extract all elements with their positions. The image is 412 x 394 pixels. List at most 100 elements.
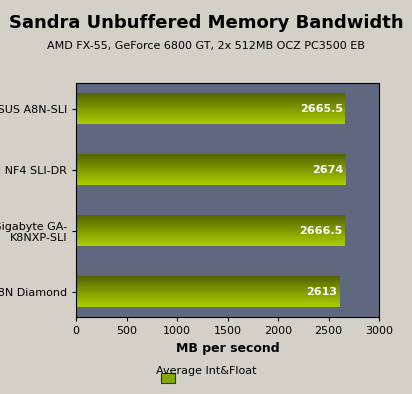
Bar: [76, 241, 345, 242]
Bar: [76, 286, 340, 287]
Bar: [76, 276, 340, 277]
Bar: [76, 217, 345, 218]
Bar: [76, 103, 345, 104]
Bar: [76, 290, 340, 291]
Bar: [76, 281, 340, 282]
Bar: [76, 100, 345, 101]
Bar: [76, 279, 340, 280]
Bar: [76, 174, 346, 175]
Bar: [76, 112, 345, 113]
Text: 2613: 2613: [307, 287, 337, 297]
Bar: [76, 236, 345, 237]
Bar: [76, 175, 346, 176]
Bar: [76, 109, 345, 110]
Bar: [76, 183, 346, 184]
X-axis label: MB per second: MB per second: [176, 342, 279, 355]
Bar: [76, 299, 340, 300]
Bar: [76, 181, 346, 182]
Bar: [76, 283, 340, 284]
Bar: [76, 180, 346, 181]
Bar: [76, 108, 345, 109]
Bar: [76, 277, 340, 278]
Bar: [76, 176, 346, 177]
Bar: [76, 166, 346, 167]
Bar: [76, 235, 345, 236]
Bar: [76, 292, 340, 293]
Bar: [76, 234, 345, 235]
Bar: [76, 113, 345, 114]
Bar: [76, 96, 345, 97]
Bar: [76, 179, 346, 180]
Bar: [76, 304, 340, 305]
Bar: [76, 93, 345, 94]
Bar: [76, 243, 345, 244]
Bar: [76, 223, 345, 224]
Bar: [76, 219, 345, 220]
Bar: [76, 297, 340, 298]
Bar: [76, 173, 346, 174]
Bar: [76, 302, 340, 303]
Bar: [76, 298, 340, 299]
Bar: [76, 105, 345, 106]
Bar: [76, 172, 346, 173]
Bar: [76, 156, 346, 157]
Bar: [76, 233, 345, 234]
Bar: [76, 119, 345, 120]
Bar: [76, 170, 346, 171]
Bar: [76, 226, 345, 227]
Bar: [76, 159, 346, 160]
Bar: [76, 165, 346, 166]
Bar: [76, 244, 345, 245]
Bar: [76, 182, 346, 183]
Bar: [76, 282, 340, 283]
Bar: [76, 300, 340, 301]
Bar: [76, 98, 345, 99]
Bar: [76, 122, 345, 123]
Text: Sandra Unbuffered Memory Bandwidth: Sandra Unbuffered Memory Bandwidth: [9, 14, 403, 32]
Bar: [76, 295, 340, 296]
Bar: [76, 169, 346, 170]
Bar: [76, 220, 345, 221]
Bar: [76, 230, 345, 231]
Bar: [76, 116, 345, 117]
Bar: [76, 303, 340, 304]
Text: 2674: 2674: [312, 165, 344, 175]
Bar: [76, 238, 345, 239]
Bar: [76, 242, 345, 243]
Bar: [76, 161, 346, 162]
Bar: [76, 171, 346, 172]
Bar: [76, 301, 340, 302]
Bar: [76, 106, 345, 107]
Bar: [76, 280, 340, 281]
Bar: [76, 178, 346, 179]
Bar: [76, 101, 345, 102]
Bar: [76, 104, 345, 105]
Bar: [76, 218, 345, 219]
Bar: [76, 94, 345, 95]
Bar: [76, 229, 345, 230]
Bar: [76, 97, 345, 98]
Bar: [76, 157, 346, 158]
Bar: [76, 177, 346, 178]
Bar: [76, 95, 345, 96]
Bar: [76, 231, 345, 232]
Bar: [76, 305, 340, 306]
Text: 2666.5: 2666.5: [300, 226, 343, 236]
Bar: [76, 289, 340, 290]
Bar: [76, 111, 345, 112]
Bar: [76, 296, 340, 297]
Bar: [76, 110, 345, 111]
Bar: [76, 284, 340, 285]
Bar: [76, 155, 346, 156]
Bar: [76, 117, 345, 118]
Bar: [76, 99, 345, 100]
Bar: [76, 160, 346, 161]
Bar: [76, 107, 345, 108]
Bar: [76, 118, 345, 119]
Bar: [76, 232, 345, 233]
Bar: [76, 114, 345, 115]
Bar: [76, 237, 345, 238]
Bar: [76, 102, 345, 103]
Bar: [76, 291, 340, 292]
Bar: [76, 294, 340, 295]
